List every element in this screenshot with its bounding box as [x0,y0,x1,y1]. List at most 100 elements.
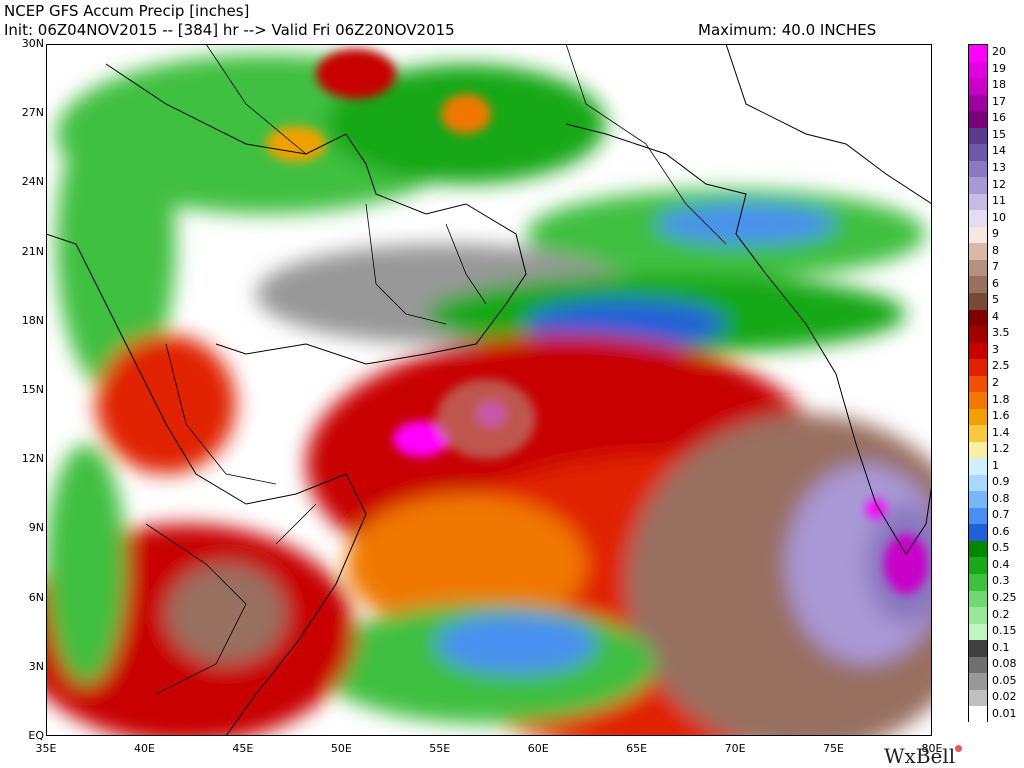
lat-label: 18N [21,313,44,327]
lon-label: 70E [724,742,746,755]
colorbar-label: 2.5 [992,359,1010,373]
colorbar-swatch [969,441,987,459]
borders [145,44,727,695]
colorbar-label: 16 [992,111,1006,125]
lon-label: 55E [429,742,451,755]
colorbar-swatch [969,491,987,508]
colorbar-swatch [969,540,987,558]
colorbar-label: 20 [992,45,1006,59]
lon-label: 45E [232,742,254,755]
colorbar-swatch [969,210,987,227]
colorbar-label: 19 [992,61,1006,75]
colorbar-swatch [969,375,987,393]
colorbar-swatch [969,607,987,624]
colorbar-swatch [969,292,987,310]
lon-label: 60E [527,742,549,755]
colorbar-swatch [969,193,987,211]
colorbar-swatch [969,326,987,343]
lon-label: 40E [133,742,155,755]
colorbar-swatch [969,590,987,608]
colorbar-label: 4 [992,309,999,323]
colorbar-swatch [969,226,987,244]
lat-label: 15N [21,383,44,396]
colorbar-swatch [969,342,987,360]
colorbar-label: 18 [992,78,1006,92]
colorbar-swatch [969,61,987,79]
colorbar-label: 7 [992,260,999,274]
precip-field-peaks [266,49,928,594]
lon-label: 50E [330,742,352,755]
colorbar-label: 0.6 [992,524,1010,538]
colorbar-swatch [969,524,987,541]
colorbar-label: 0.4 [992,557,1010,571]
colorbar-label: 6 [992,276,999,290]
colorbar-swatch [969,259,987,277]
colorbar-label: 9 [992,227,999,241]
precip-map [46,44,932,736]
map-subtitle: Init: 06Z04NOV2015 -- [384] hr --> Valid… [4,21,455,39]
colorbar-label: 15 [992,127,1006,141]
map-title: NCEP GFS Accum Precip [inches] [4,2,250,20]
colorbar-swatch [969,177,987,194]
colorbar-swatch [969,144,987,161]
colorbar-label: 3.5 [992,326,1010,340]
colorbar-swatch [969,408,987,426]
colorbar-swatch [969,276,987,293]
lat-label: 9N [28,521,44,535]
colorbar-label: 0.2 [992,607,1010,621]
brand-logo: WxBell [884,744,956,768]
colorbar-label: 1.4 [992,425,1010,439]
colorbar-label: 0.1 [992,640,1010,654]
colorbar-label: 1.8 [992,392,1010,406]
colorbar-swatch [969,243,987,260]
lon-label: 65E [626,742,648,755]
colorbar-label: 0.25 [992,590,1017,604]
colorbar [968,44,988,723]
lat-label: 12N [21,452,44,466]
maximum-label: Maximum: 40.0 INCHES [698,21,877,39]
colorbar-label: 2 [992,376,999,389]
colorbar-label: 8 [992,243,999,257]
colorbar-label: 10 [992,210,1006,224]
colorbar-swatch [969,689,987,707]
colorbar-label: 0.7 [992,508,1010,522]
colorbar-swatch [969,706,987,723]
precip-field-base [46,54,932,736]
lat-label: 6N [28,590,44,604]
colorbar-swatch [969,458,987,475]
lon-label: 80E [921,742,943,755]
colorbar-label: 1.2 [992,442,1010,456]
colorbar-label: 11 [992,194,1006,208]
lat-label: 30N [21,37,44,50]
colorbar-swatch [969,557,987,574]
colorbar-swatch [969,507,987,525]
colorbar-label: 0.3 [992,574,1010,588]
colorbar-label: 1.6 [992,409,1010,423]
colorbar-swatch [969,45,987,62]
colorbar-label: 14 [992,144,1006,158]
colorbar-label: 0.08 [992,657,1017,671]
colorbar-swatch [969,359,987,376]
lat-label: 24N [21,175,44,189]
colorbar-label: 17 [992,94,1006,108]
colorbar-swatch [969,392,987,409]
colorbar-label: 12 [992,177,1006,191]
colorbar-swatch [969,78,987,95]
colorbar-swatch [969,94,987,112]
colorbar-swatch [969,160,987,178]
lat-label: 27N [21,106,44,120]
colorbar-swatch [969,127,987,145]
colorbar-label: 0.9 [992,475,1010,489]
lon-label: 75E [823,742,845,755]
colorbar-swatch [969,656,987,674]
colorbar-swatch [969,474,987,492]
lat-label: EQ [28,729,44,742]
lat-label: 21N [21,244,44,258]
colorbar-label: 5 [992,293,999,307]
colorbar-label: 13 [992,161,1006,175]
colorbar-label: 0.02 [992,690,1017,704]
colorbar-label: 0.05 [992,673,1017,687]
lon-label: 35E [35,742,57,755]
colorbar-swatch [969,673,987,690]
colorbar-label: 0.8 [992,491,1010,505]
